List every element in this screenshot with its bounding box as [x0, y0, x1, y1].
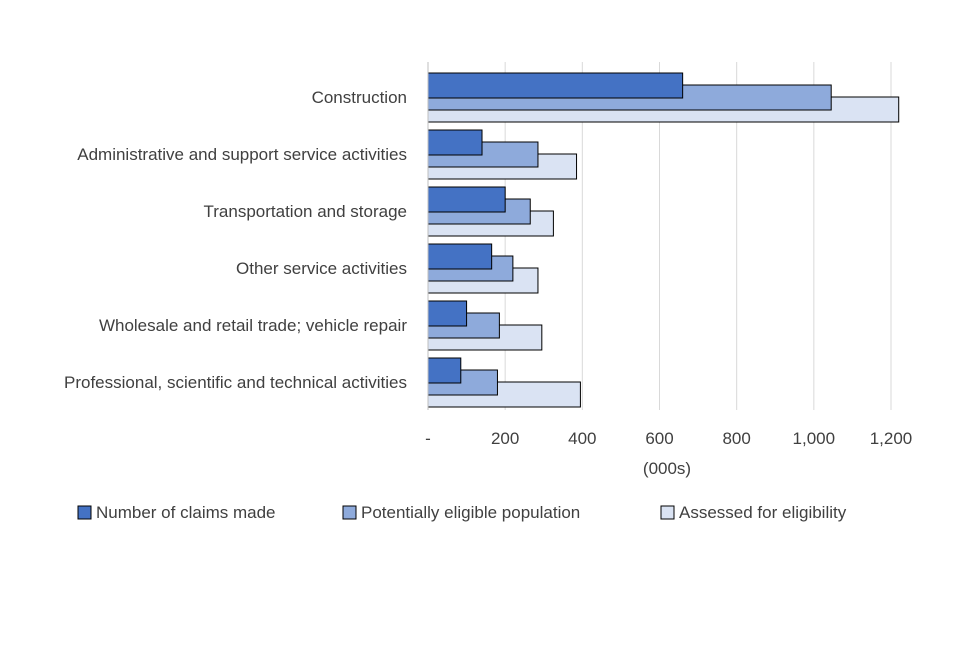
- legend-swatch-3: [660, 505, 675, 520]
- bars: [427, 72, 900, 408]
- category-label: Professional, scientific and technical a…: [64, 373, 407, 392]
- category-label: Administrative and support service activ…: [77, 145, 407, 164]
- legend-label-1: Number of claims made: [96, 503, 276, 522]
- category-label: Transportation and storage: [204, 202, 408, 221]
- legend-label-2: Potentially eligible population: [361, 503, 580, 522]
- x-tick-label: 800: [722, 429, 750, 448]
- x-axis-title: (000s): [643, 459, 691, 478]
- x-tick-label: 600: [645, 429, 673, 448]
- legend-swatch-2: [342, 505, 357, 520]
- x-tick-label: 1,000: [793, 429, 836, 448]
- category-label: Other service activities: [236, 259, 407, 278]
- x-tick-label: 200: [491, 429, 519, 448]
- legend-label-3: Assessed for eligibility: [679, 503, 847, 522]
- bar-series1-2: [427, 129, 483, 156]
- x-tick-label: 400: [568, 429, 596, 448]
- category-labels: Construction Administrative and support s…: [64, 88, 407, 392]
- bar-series1-4: [427, 243, 493, 270]
- category-label: Construction: [312, 88, 407, 107]
- legend-swatch-1: [77, 505, 92, 520]
- bar-series1-6: [427, 357, 462, 384]
- x-tick-label: 1,200: [870, 429, 913, 448]
- bar-series1-1: [427, 72, 684, 99]
- legend: Number of claims made Potentially eligibl…: [77, 503, 847, 522]
- x-axis-tick-labels: - 200 400 600 800 1,000 1,200: [425, 429, 912, 448]
- category-label: Wholesale and retail trade; vehicle repa…: [99, 316, 407, 335]
- bar-series1-5: [427, 300, 468, 327]
- x-tick-label: -: [425, 429, 431, 448]
- bar-series1-3: [427, 186, 506, 213]
